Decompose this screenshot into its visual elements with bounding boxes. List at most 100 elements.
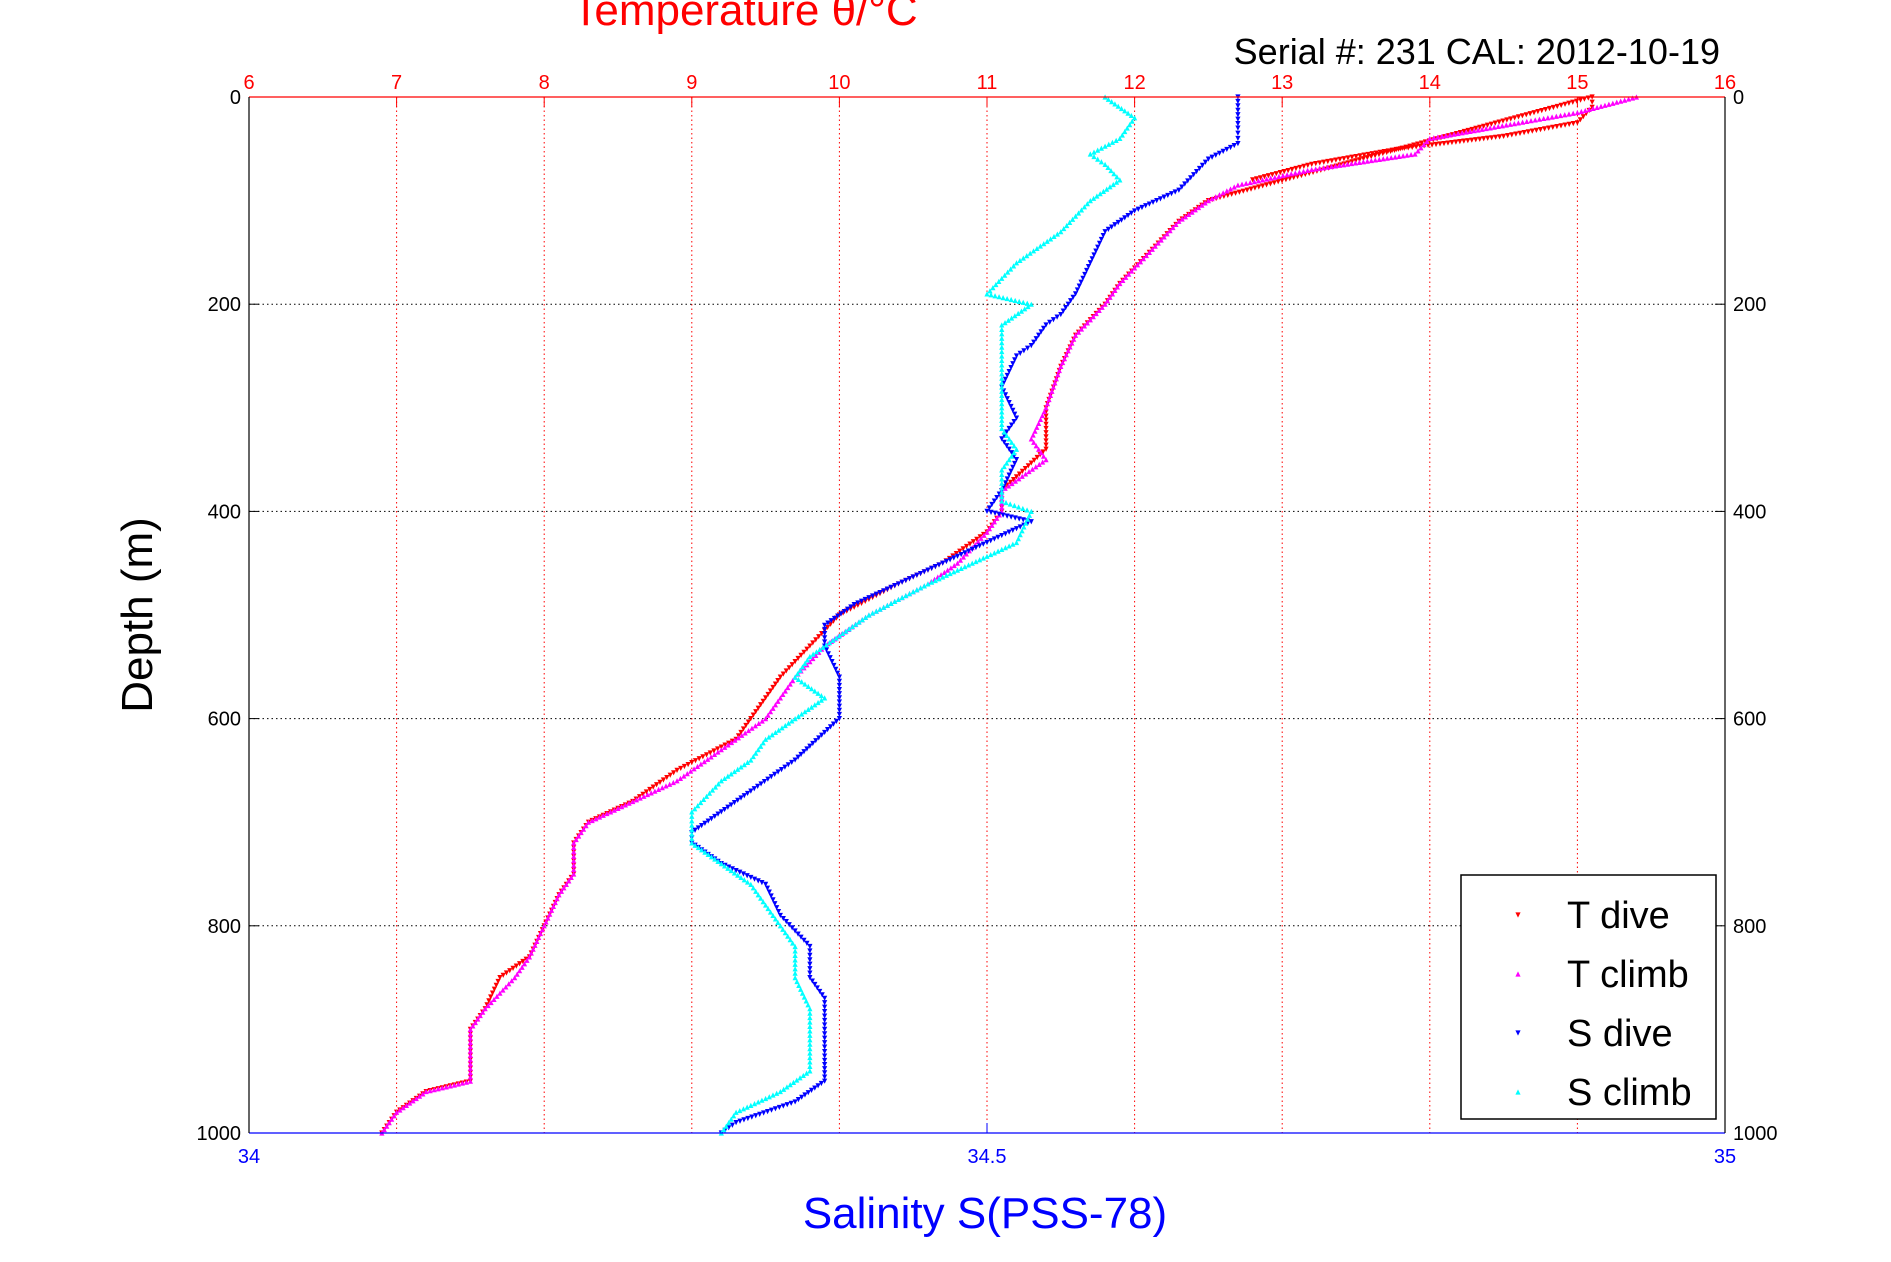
trace-marker — [1263, 182, 1270, 188]
data-point — [630, 798, 636, 805]
trace-marker — [1024, 345, 1031, 351]
trace-marker — [1099, 304, 1105, 310]
trace-marker — [822, 639, 828, 645]
trace-marker — [999, 413, 1005, 419]
trace-marker — [914, 572, 920, 578]
legend-items: T dive T climb S dive S climb — [1515, 895, 1692, 1114]
trace-marker — [1096, 307, 1102, 314]
right-tick-label: 800 — [1733, 916, 1766, 938]
trace-marker — [760, 740, 766, 746]
trace-marker — [1067, 219, 1073, 225]
trace-marker — [1179, 184, 1185, 190]
trace-marker — [782, 764, 788, 770]
data-point — [526, 954, 533, 960]
trace-marker — [467, 1074, 473, 1080]
trace-marker — [1356, 157, 1363, 163]
trace-marker — [1084, 320, 1090, 326]
data-point — [822, 622, 828, 628]
trace-marker — [738, 795, 744, 801]
data-point — [1235, 141, 1241, 147]
trace-marker — [1107, 294, 1113, 300]
trace-marker — [825, 620, 831, 626]
data-point — [748, 757, 754, 763]
trace-marker — [808, 1087, 815, 1094]
trace-marker — [1481, 123, 1487, 129]
trace-marker — [735, 872, 741, 878]
trace-marker — [1240, 188, 1246, 194]
trace-marker — [1356, 159, 1363, 165]
trace-marker — [753, 1113, 759, 1119]
data-point — [733, 1109, 739, 1115]
trace-marker — [1424, 138, 1430, 145]
trace-marker — [749, 725, 755, 731]
data-point — [822, 1078, 828, 1084]
trace-marker — [563, 881, 569, 887]
trace-marker — [866, 595, 872, 601]
trace-marker — [775, 908, 782, 915]
top-tick-label: 9 — [686, 72, 697, 94]
trace-marker — [1213, 194, 1219, 200]
trace-marker — [801, 994, 807, 1000]
trace-marker — [1010, 263, 1017, 269]
data-point — [763, 736, 769, 742]
trace-marker — [702, 849, 708, 855]
trace-marker — [877, 589, 883, 596]
trace-marker — [1554, 124, 1560, 130]
trace-marker — [801, 749, 807, 755]
trace-marker — [491, 996, 497, 1002]
data-point — [1117, 280, 1123, 287]
data-point — [1058, 363, 1064, 369]
trace-marker — [1006, 436, 1012, 442]
trace-marker — [999, 409, 1005, 415]
trace-marker — [921, 569, 927, 575]
trace-marker — [637, 795, 643, 801]
trace-marker — [822, 1000, 828, 1006]
trace-marker — [1254, 176, 1260, 182]
trace-marker — [1340, 162, 1347, 168]
trace-marker — [1484, 122, 1491, 128]
trace-marker — [1189, 209, 1195, 215]
trace-marker — [1006, 529, 1012, 535]
trace-marker — [790, 1079, 797, 1085]
trace-marker — [692, 806, 698, 812]
trace-marker — [1078, 326, 1085, 332]
trace-marker — [1508, 116, 1514, 122]
trace-marker — [477, 1012, 483, 1019]
trace-marker — [1004, 476, 1010, 482]
trace-marker — [1618, 98, 1624, 104]
trace-marker — [991, 519, 997, 525]
trace-marker — [988, 551, 994, 558]
legend-marker — [1515, 912, 1521, 918]
trace-marker — [604, 810, 610, 817]
trace-marker — [1622, 97, 1628, 103]
trace-marker — [1429, 142, 1435, 148]
trace-marker — [1067, 344, 1073, 350]
trace-marker — [1105, 164, 1111, 171]
trace-marker — [768, 774, 774, 780]
trace-marker — [795, 713, 801, 719]
trace-marker — [723, 1123, 729, 1129]
trace-marker — [1364, 158, 1370, 164]
trace-marker — [580, 826, 587, 832]
trace-marker — [1054, 231, 1060, 237]
trace-marker — [1577, 97, 1584, 103]
legend-marker — [1515, 971, 1521, 977]
trace-marker — [407, 1100, 413, 1106]
trace-marker — [571, 858, 577, 864]
trace-marker — [810, 655, 816, 662]
trace-marker — [1531, 110, 1537, 116]
trace-marker — [420, 1091, 426, 1097]
trace-marker — [794, 1077, 800, 1083]
trace-marker — [1008, 514, 1014, 520]
trace-marker — [706, 790, 713, 796]
data-point — [895, 581, 902, 587]
trace-marker — [698, 761, 704, 767]
trace-marker — [486, 998, 492, 1004]
trace-marker — [1562, 122, 1568, 128]
trace-marker — [753, 888, 759, 894]
trace-marker — [772, 901, 778, 907]
trace-marker — [1126, 271, 1132, 277]
trace-marker — [1236, 189, 1243, 195]
trace-marker — [799, 1094, 805, 1100]
trace-marker — [1269, 172, 1275, 178]
